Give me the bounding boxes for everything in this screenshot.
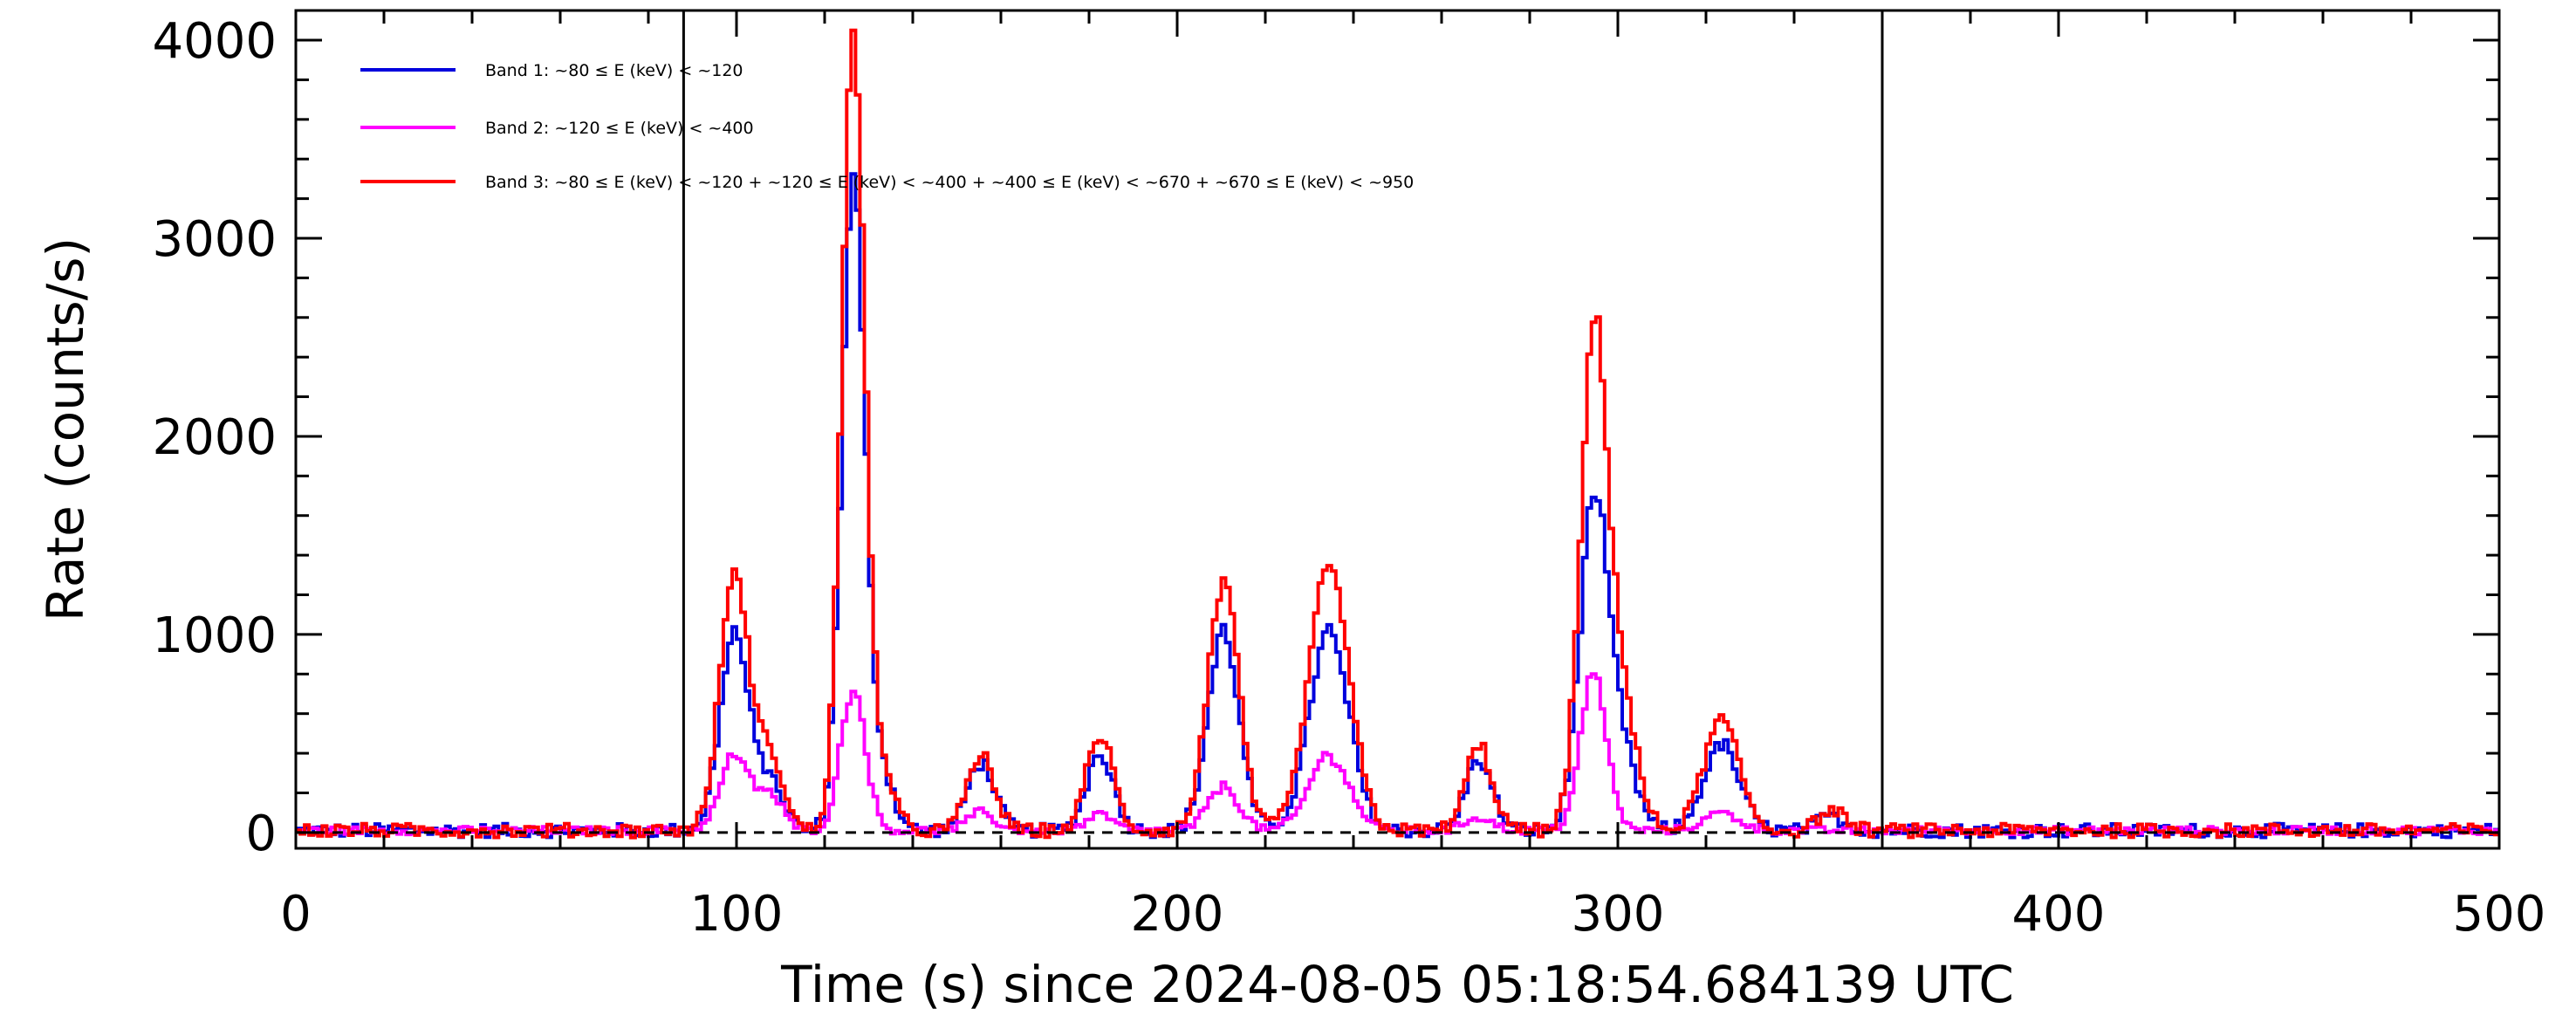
y-tick-label: 0 xyxy=(245,806,277,862)
y-tick-label: 3000 xyxy=(152,211,277,268)
x-tick-label: 400 xyxy=(2012,886,2106,943)
y-tick-label: 4000 xyxy=(152,13,277,70)
series-line-band-2 xyxy=(296,672,2499,837)
plot-frame xyxy=(294,9,2501,850)
x-axis-title: Time (s) since 2024-08-05 05:18:54.68413… xyxy=(780,955,2014,1014)
x-tick-label: 500 xyxy=(2453,886,2546,943)
legend-label: Band 2: ~120 ≤ E (keV) < ~400 xyxy=(485,119,754,138)
series-layer xyxy=(296,28,2499,840)
reference-lines xyxy=(296,10,2499,848)
legend-label: Band 3: ~80 ≤ E (keV) < ~120 + ~120 ≤ E … xyxy=(485,173,1414,192)
x-tick-label: 300 xyxy=(1572,886,1665,943)
y-tick-label: 1000 xyxy=(152,607,277,664)
legend: Band 1: ~80 ≤ E (keV) < ~120 Band 2: ~120… xyxy=(360,61,1414,192)
x-tick-label: 200 xyxy=(1131,886,1224,943)
x-tick-label: 100 xyxy=(690,886,784,943)
y-axis-title: Rate (counts/s) xyxy=(36,237,95,621)
y-tick-labels: 0 1000 2000 3000 4000 xyxy=(152,13,277,862)
x-tick-label: 0 xyxy=(280,886,312,943)
series-line-band-1 xyxy=(296,172,2499,840)
y-tick-label: 2000 xyxy=(152,409,277,466)
x-tick-labels: 0 100 200 300 400 500 xyxy=(280,886,2545,943)
axis-ticks xyxy=(294,10,2501,848)
legend-label: Band 1: ~80 ≤ E (keV) < ~120 xyxy=(485,61,743,80)
series-line-band-3 xyxy=(296,28,2499,840)
